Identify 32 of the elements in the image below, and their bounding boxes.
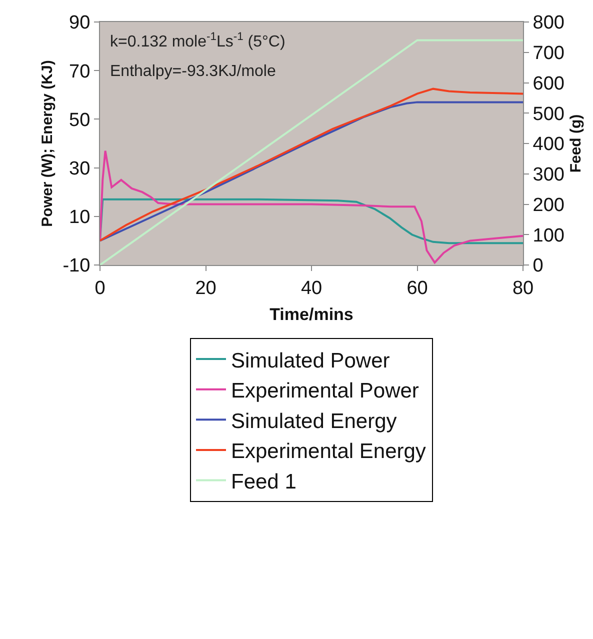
x-axis-title: Time/mins <box>270 305 354 324</box>
y2-tick-label: 0 <box>532 256 544 277</box>
legend-label: Simulated Energy <box>231 410 398 433</box>
y2-tick-label: 200 <box>532 194 565 216</box>
y-axis-title: Power (W); Energy (KJ) <box>38 60 56 227</box>
y-tick-label: 50 <box>69 110 90 131</box>
y-tick-label: 10 <box>69 207 90 228</box>
y2-tick-label: 700 <box>532 43 565 64</box>
legend-label: Simulated Power <box>231 349 390 372</box>
y2-tick-label: 600 <box>532 73 565 94</box>
y2-tick-label: 500 <box>532 104 565 125</box>
legend-label: Feed 1 <box>231 470 296 494</box>
y-tick-label: 90 <box>69 12 90 34</box>
x-tick-label: 60 <box>406 278 428 299</box>
annotation: k=0.132 mole$^{-1}$Ls$^{-1}$ (5°C) <box>110 31 286 51</box>
y-tick-label: 30 <box>69 158 90 180</box>
x-tick-label: 40 <box>300 278 322 299</box>
y-tick-label: 70 <box>69 61 90 82</box>
x-tick-label: 20 <box>195 278 216 299</box>
line-series <box>100 150 523 264</box>
line-series <box>100 198 523 244</box>
y2-tick-label: 800 <box>532 12 565 34</box>
y2-tick-label: 400 <box>532 134 565 156</box>
y2-tick-label: 100 <box>532 225 565 246</box>
y2-tick-label: 300 <box>532 164 565 186</box>
legend-label: Experimental Power <box>231 380 419 403</box>
x-tick-label: 80 <box>512 278 534 299</box>
legend-label: Experimental Energy <box>231 440 426 464</box>
annotation: Enthalpy=-93.3KJ/mole <box>110 63 276 80</box>
y2-axis-title: Feed (g) <box>568 114 585 173</box>
y-tick-label: -10 <box>62 256 90 277</box>
x-tick-label: 0 <box>94 278 106 299</box>
